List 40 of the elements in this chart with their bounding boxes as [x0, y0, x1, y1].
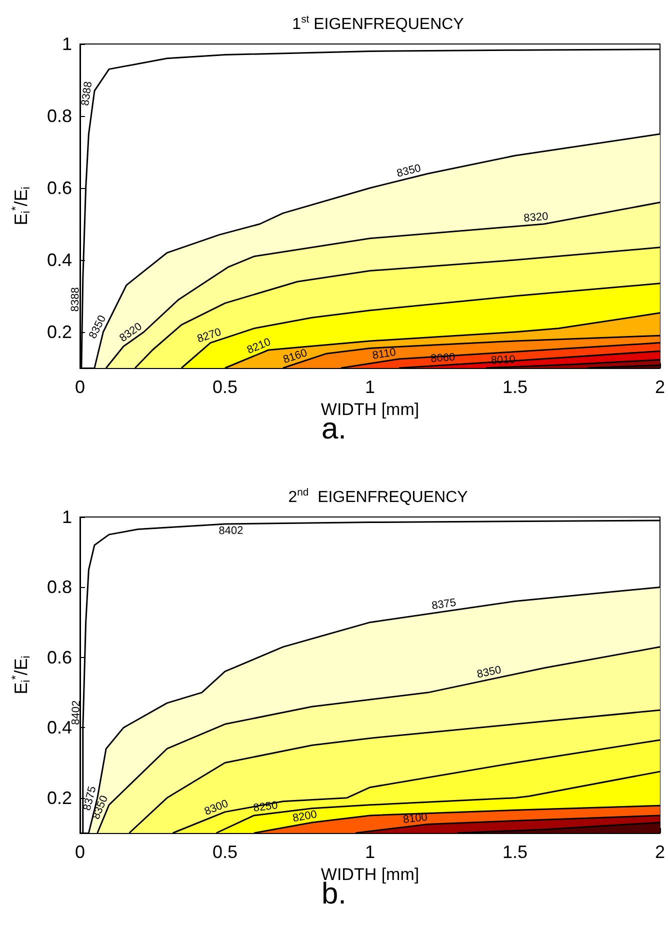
y-tick-label: 0.2 — [46, 322, 72, 342]
text: 8388 — [69, 287, 82, 312]
x-tick-label: 2 — [654, 842, 665, 862]
text: 8110 — [372, 346, 397, 362]
text: 8270 — [196, 326, 223, 346]
y-tick-label: 0.4 — [46, 250, 72, 270]
x-tick-label: 1.5 — [502, 377, 528, 397]
text: 8350 — [476, 664, 502, 681]
x-tick-label: 1 — [364, 377, 376, 397]
x-tick-label: 0.5 — [212, 377, 238, 397]
x-tick-label: 0 — [74, 842, 86, 862]
y-tick-label: 0.6 — [46, 178, 72, 198]
text: 8375 — [430, 596, 457, 612]
y-tick-label: 1 — [62, 34, 72, 54]
x-tick-label: 0.5 — [212, 842, 238, 862]
y-axis-title: Ei*/Ei — [10, 186, 32, 226]
text: 8402 — [70, 700, 83, 726]
x-tick-label: 1.5 — [502, 842, 528, 862]
text: 8210 — [245, 336, 273, 357]
text: 8100 — [402, 811, 428, 826]
text: 8350 — [86, 314, 109, 341]
text: 8350 — [396, 162, 422, 180]
text: 8402 — [218, 524, 244, 538]
text: 8200 — [292, 808, 318, 825]
x-axis-title: WIDTH [mm] — [320, 400, 420, 419]
x-tick-label: 2 — [654, 377, 665, 397]
y-tick-label: 0.2 — [46, 788, 72, 808]
y-axis-title: Ei*/Ei — [10, 656, 32, 694]
text: 8300 — [202, 798, 230, 818]
y-tick-label: 1 — [62, 507, 72, 527]
x-tick-label: 1 — [364, 842, 376, 862]
text: 8388 — [79, 80, 95, 107]
x-tick-label: 0 — [74, 377, 86, 397]
text: 8320 — [117, 320, 144, 345]
y-tick-label: 0.8 — [46, 577, 72, 598]
y-tick-label: 0.4 — [46, 718, 72, 738]
y-tick-label: 0.6 — [46, 647, 72, 668]
text: 8320 — [523, 210, 549, 225]
text: 8160 — [282, 347, 309, 366]
y-tick-label: 0.8 — [46, 106, 72, 126]
